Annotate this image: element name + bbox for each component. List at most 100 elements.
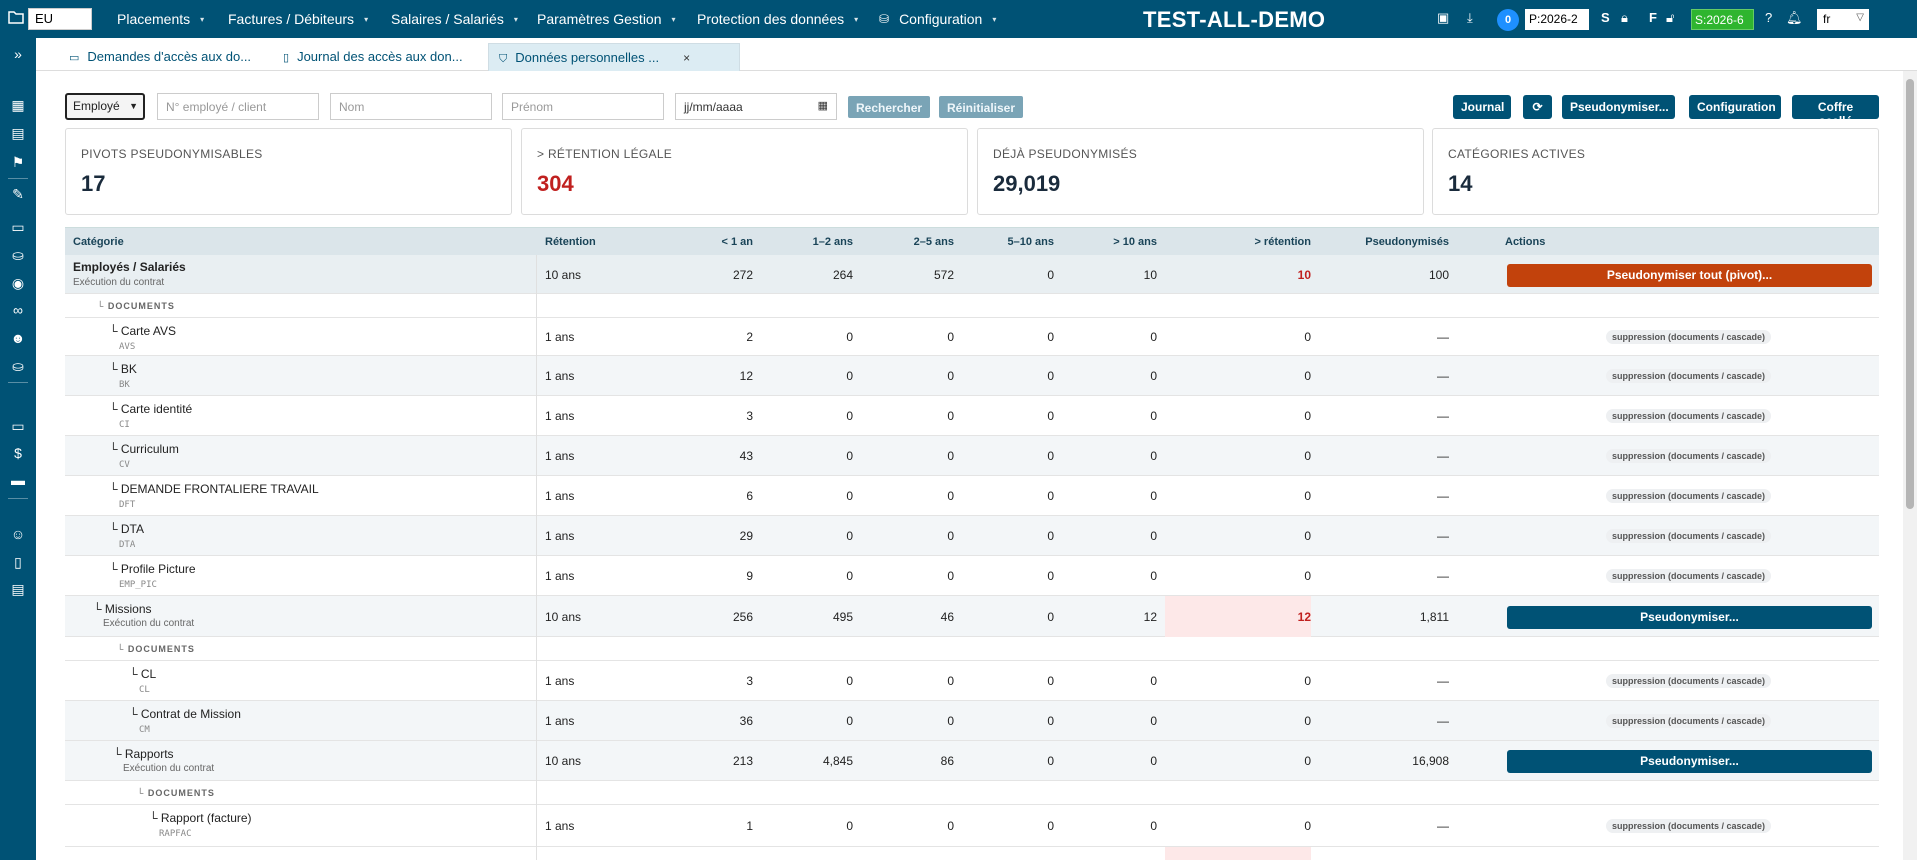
lock-icon[interactable]: 🔒︎: [1621, 10, 1628, 25]
menu-parametres[interactable]: Paramètres Gestion ▾: [537, 0, 676, 38]
retention-value: 10 ans: [545, 609, 582, 624]
menu-protection[interactable]: Protection des données ▾: [697, 0, 858, 38]
close-icon[interactable]: ×: [683, 51, 691, 65]
search-button[interactable]: Rechercher: [848, 96, 931, 118]
category-name: └ Curriculum: [109, 442, 179, 456]
hand-coin-icon[interactable]: ⛀: [12, 358, 24, 374]
count-cell: 10: [1143, 267, 1157, 282]
stat-value: 17: [81, 171, 106, 196]
refresh-button[interactable]: ⟳: [1523, 95, 1552, 119]
region-select[interactable]: EU: [28, 8, 92, 30]
unlock-icon[interactable]: 🔓︎: [1666, 10, 1675, 25]
calculator-icon[interactable]: ▦: [11, 97, 25, 113]
bell-icon[interactable]: 🔔︎: [1786, 10, 1803, 25]
binoculars-icon[interactable]: ∞: [13, 302, 23, 318]
count-cell: 0: [1304, 674, 1311, 688]
count-cell: 0: [846, 819, 853, 833]
user-settings-icon[interactable]: ☺: [10, 526, 26, 542]
dollar-icon[interactable]: $: [14, 445, 22, 461]
menu-salaires[interactable]: Salaires / Salariés ▾: [391, 0, 518, 38]
calendar-icon[interactable]: ▦: [817, 100, 828, 112]
pseudonymize-row-button[interactable]: Pseudonymiser...: [1507, 605, 1872, 629]
reset-button[interactable]: Réinitialiser: [939, 96, 1024, 118]
hand-money-icon[interactable]: ⛀: [12, 247, 24, 263]
flag-icon[interactable]: ⚑: [11, 154, 25, 170]
stat-label: PIVOTS PSEUDONYMISABLES: [81, 147, 263, 161]
menu-placements[interactable]: Placements ▾: [117, 0, 204, 38]
deletion-mode-chip: suppression (documents / cascade): [1606, 529, 1772, 543]
count-cell: 3: [746, 674, 753, 688]
folder-icon[interactable]: [8, 10, 26, 26]
pseudonymize-all-button[interactable]: Pseudonymiser tout (pivot)...: [1507, 263, 1872, 287]
menu-label: Factures / Débiteurs: [228, 11, 355, 27]
retention-value: 1 ans: [545, 529, 575, 543]
tab-demandes-acces[interactable]: ▭ Demandes d'accès aux do...: [59, 43, 261, 71]
retention-value: 10 ans: [545, 267, 582, 282]
pseudonymize-button[interactable]: Pseudonymiser...: [1562, 95, 1675, 119]
tab-bar: ▭ Demandes d'accès aux do... ▯ Journal des…: [36, 38, 1917, 71]
count-cell: 0: [1150, 754, 1157, 768]
card-icon[interactable]: ▭: [11, 418, 25, 434]
top-bar: EU Placements ▾ Factures / Débiteurs ▾ Sal…: [0, 0, 1917, 38]
category-purpose: Exécution du contrat: [73, 277, 165, 288]
count-cell: 0: [846, 449, 853, 463]
lastname-input[interactable]: Nom: [330, 93, 492, 120]
category-name: └ Carte identité: [109, 402, 193, 416]
column-divider: [536, 318, 537, 356]
count-cell: 0: [846, 674, 853, 688]
count-cell: 1: [746, 819, 753, 833]
scrollbar-thumb[interactable]: [1906, 79, 1914, 509]
firstname-input[interactable]: Prénom: [502, 93, 664, 120]
journal-button[interactable]: Journal: [1453, 95, 1511, 119]
type-select[interactable]: Employé ▼: [65, 93, 145, 120]
count-cell: 0: [1304, 754, 1311, 768]
tab-donnees-personnelles[interactable]: ⛉ Données personnelles ... ×: [488, 43, 740, 71]
tray-icon[interactable]: ▤: [11, 581, 25, 597]
tab-journal-acces[interactable]: ▯ Journal des accès aux don...: [273, 43, 473, 71]
table-row: └ Contrat de Mission CM 1 ans 36 0 0 0 0 0 — suppr…: [65, 701, 1879, 741]
user-cog-icon[interactable]: ☻: [10, 330, 26, 346]
date-input[interactable]: jj/mm/aaaa ▦: [675, 93, 837, 120]
over-retention-highlight: [1165, 596, 1311, 637]
category-code: CI: [119, 420, 130, 430]
employee-number-input[interactable]: N° employé / client: [157, 93, 319, 120]
deletion-mode-chip: suppression (documents / cascade): [1606, 449, 1772, 463]
menu-factures[interactable]: Factures / Débiteurs ▾: [228, 0, 368, 38]
document-icon[interactable]: ▯: [14, 554, 22, 570]
count-cell: 0: [1304, 714, 1311, 728]
count-cell: —: [1437, 369, 1449, 383]
deletion-mode-chip: suppression (documents / cascade): [1606, 674, 1772, 688]
sealed-vault-button[interactable]: Coffre scellé: [1792, 95, 1879, 128]
count-cell: 0: [1047, 369, 1054, 383]
period-s-field[interactable]: S:2026-6: [1691, 9, 1754, 30]
wallet-icon[interactable]: ▬: [11, 472, 25, 488]
table-header: Catégorie Rétention < 1 an 1–2 ans 2–5 a…: [65, 227, 1879, 255]
deletion-mode-chip: suppression (documents / cascade): [1606, 409, 1772, 423]
count-cell: 0: [1047, 529, 1054, 543]
count-cell: 264: [832, 267, 853, 282]
vertical-scrollbar[interactable]: [1903, 71, 1917, 860]
help-icon[interactable]: ?: [1765, 10, 1773, 25]
pseudonymize-row-button[interactable]: Pseudonymiser...: [1507, 750, 1872, 773]
language-select[interactable]: fr ▽: [1817, 9, 1869, 30]
period-p-field[interactable]: P:2026-2: [1525, 9, 1589, 30]
col-header: 5–10 ans: [1007, 236, 1054, 248]
pen-icon[interactable]: ✎: [12, 186, 24, 202]
menu-configuration[interactable]: ⛁ Configuration ▾: [879, 0, 996, 38]
calendar-icon[interactable]: ▤: [11, 125, 25, 141]
windows-icon[interactable]: ▣: [1437, 10, 1450, 25]
download-icon[interactable]: ⤓: [1467, 10, 1473, 25]
count-cell: 0: [1047, 330, 1054, 344]
shield-icon: ⛉: [499, 53, 508, 65]
id-card-icon[interactable]: ▭: [11, 219, 25, 235]
category-code: DTA: [119, 540, 136, 550]
notification-count-badge[interactable]: 0: [1497, 9, 1519, 31]
configuration-button[interactable]: Configuration: [1689, 95, 1781, 119]
table-row: └ CL CL 1 ans 3 0 0 0 0 0 — suppression (documents…: [65, 661, 1879, 701]
category-name: └ Rapports: [113, 747, 174, 761]
expand-icon[interactable]: »: [14, 46, 22, 62]
user-icon[interactable]: ◉: [11, 275, 25, 291]
count-cell: —: [1437, 330, 1449, 344]
retention-value: 1 ans: [545, 714, 575, 728]
column-divider: [536, 741, 537, 781]
